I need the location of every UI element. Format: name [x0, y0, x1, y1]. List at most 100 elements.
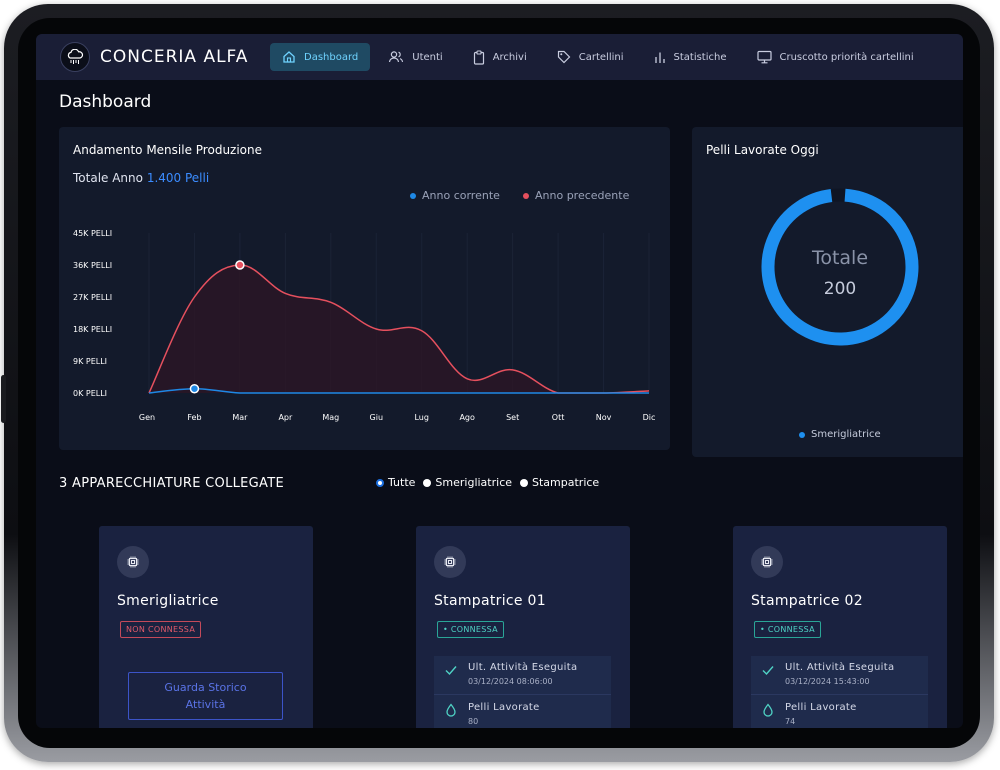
- nav-statistiche[interactable]: Statistiche: [642, 43, 739, 71]
- year-total-label: Totale Anno: [73, 171, 143, 185]
- cpu-chip-icon: [117, 546, 149, 578]
- cloud-logo-icon: [60, 42, 90, 72]
- brand[interactable]: CONCERIA ALFA: [60, 42, 270, 72]
- nav-dashboard-label: Dashboard: [304, 51, 359, 63]
- app-screen: CONCERIA ALFA Dashboard Utenti Archivi C…: [36, 34, 963, 728]
- cpu-chip-icon: [751, 546, 783, 578]
- last-activity-label: Ult. Attività Eseguita: [468, 662, 578, 673]
- nav-utenti-label: Utenti: [412, 51, 443, 63]
- status-badge-connected: • CONNESSA: [437, 621, 504, 638]
- donut-legend-dot: [799, 431, 805, 438]
- processed-row: Pelli Lavorate 80: [434, 696, 611, 728]
- x-tick-label: Gen: [139, 413, 155, 422]
- monitor-icon: [756, 50, 772, 64]
- donut-arc-smerigliatrice[interactable]: [761, 188, 919, 346]
- users-icon: [389, 51, 404, 63]
- x-tick-label: Lug: [414, 413, 428, 422]
- legend-label-current: Anno corrente: [422, 189, 500, 202]
- data-point-marker[interactable]: [189, 383, 200, 394]
- processed-label: Pelli Lavorate: [785, 702, 857, 713]
- x-tick-label: Set: [506, 413, 519, 422]
- nav-archivi[interactable]: Archivi: [461, 43, 539, 71]
- x-tick-label: Ago: [459, 413, 475, 422]
- home-icon: [283, 51, 295, 63]
- last-activity-value: 03/12/2024 15:43:00: [785, 677, 870, 686]
- status-badge-disconnected: NON CONNESSA: [120, 621, 202, 638]
- last-activity-label: Ult. Attività Eseguita: [785, 662, 895, 673]
- legend-dot-current: [410, 192, 416, 199]
- y-tick-label: 27K PELLI: [73, 293, 112, 302]
- bar-chart-icon: [654, 52, 665, 63]
- nav-archivi-label: Archivi: [492, 51, 527, 63]
- device-card-stampatrice-02[interactable]: Stampatrice 02 • CONNESSA Ult. Attività …: [733, 526, 947, 728]
- nav-cruscotto-label: Cruscotto priorità cartellini: [779, 51, 914, 63]
- checkmark-icon: [445, 666, 457, 676]
- legend-label-previous: Anno precedente: [535, 189, 630, 202]
- cpu-chip-icon: [434, 546, 466, 578]
- x-tick-label: Mar: [232, 413, 248, 422]
- donut-legend-label: Smerigliatrice: [811, 429, 881, 440]
- filter-tutte-radio[interactable]: [376, 478, 384, 487]
- nav-cartellini[interactable]: Cartellini: [545, 43, 636, 71]
- page-title: Dashboard: [59, 92, 152, 112]
- y-tick-label: 9K PELLI: [73, 357, 107, 366]
- nav-dashboard[interactable]: Dashboard: [270, 43, 371, 71]
- clipboard-icon: [473, 49, 484, 65]
- droplet-icon: [446, 703, 456, 717]
- info-divider: [434, 694, 611, 695]
- production-chart-title: Andamento Mensile Produzione: [73, 143, 263, 157]
- filter-smerigliatrice-radio[interactable]: [423, 478, 432, 487]
- filter-stampatrice-label: Stampatrice: [532, 476, 600, 489]
- x-tick-label: Giu: [370, 413, 384, 422]
- device-name: Stampatrice 02: [751, 593, 863, 609]
- daily-hides-title: Pelli Lavorate Oggi: [706, 143, 819, 157]
- devices-section-title: 3 APPARECCHIATURE COLLEGATE: [59, 476, 284, 491]
- filter-stampatrice[interactable]: Stampatrice: [520, 476, 599, 489]
- device-info-panel: Ult. Attività Eseguita 03/12/2024 15:43:…: [751, 656, 928, 728]
- year-total: Totale Anno 1.400 Pelli: [73, 171, 209, 185]
- line-anno-corrente[interactable]: [148, 387, 649, 394]
- legend-item-previous[interactable]: Anno precedente: [523, 185, 629, 204]
- filter-stampatrice-radio[interactable]: [520, 478, 529, 487]
- filter-smerigliatrice-label: Smerigliatrice: [435, 476, 513, 489]
- y-tick-label: 45K PELLI: [73, 229, 112, 238]
- filter-smerigliatrice[interactable]: Smerigliatrice: [423, 476, 512, 489]
- production-line-chart: 45K PELLI 36K PELLI 27K PELLI 18K PELLI 9K P…: [73, 229, 655, 422]
- donut-center-label: Totale: [811, 247, 869, 269]
- y-tick-label: 0K PELLI: [73, 389, 107, 398]
- tag-icon: [557, 50, 571, 64]
- device-name: Stampatrice 01: [434, 593, 546, 609]
- data-point-marker[interactable]: [235, 260, 245, 270]
- nav-cruscotto[interactable]: Cruscotto priorità cartellini: [745, 43, 926, 71]
- x-tick-label: Mag: [322, 413, 339, 422]
- last-activity-value: 03/12/2024 08:06:00: [468, 677, 553, 686]
- legend-dot-previous: [523, 192, 529, 199]
- device-info-panel: Ult. Attività Eseguita 03/12/2024 08:06:…: [434, 656, 611, 728]
- donut-center-value: 200: [823, 279, 857, 299]
- donut-legend: Smerigliatrice: [799, 424, 881, 443]
- droplet-icon: [763, 703, 773, 717]
- y-tick-label: 18K PELLI: [73, 325, 112, 334]
- processed-label: Pelli Lavorate: [468, 702, 540, 713]
- device-card-smerigliatrice[interactable]: Smerigliatrice NON CONNESSA Guarda Stori…: [99, 526, 313, 728]
- processed-value: 80: [468, 717, 479, 726]
- checkmark-icon: [762, 666, 774, 676]
- view-history-button[interactable]: Guarda Storico Attività: [128, 672, 283, 720]
- filter-tutte[interactable]: Tutte: [376, 476, 415, 489]
- tablet-side-button: [1, 375, 6, 423]
- processed-value: 74: [785, 717, 796, 726]
- device-card-stampatrice-01[interactable]: Stampatrice 01 • CONNESSA Ult. Attività …: [416, 526, 630, 728]
- info-divider: [751, 694, 928, 695]
- legend-item-current[interactable]: Anno corrente: [410, 185, 505, 204]
- processed-row: Pelli Lavorate 74: [751, 696, 928, 728]
- device-name: Smerigliatrice: [117, 593, 219, 609]
- last-activity-row: Ult. Attività Eseguita 03/12/2024 15:43:…: [751, 656, 928, 694]
- chart-legend: Anno corrente Anno precedente: [410, 185, 629, 204]
- daily-hides-donut: [761, 188, 919, 346]
- nav-cartellini-label: Cartellini: [578, 51, 624, 63]
- nav-utenti[interactable]: Utenti: [376, 43, 454, 71]
- x-tick-label: Ott: [552, 413, 565, 422]
- x-tick-label: Feb: [187, 413, 201, 422]
- year-total-value: 1.400 Pelli: [146, 171, 210, 185]
- device-filter-group: Tutte Smerigliatrice Stampatrice: [376, 476, 607, 489]
